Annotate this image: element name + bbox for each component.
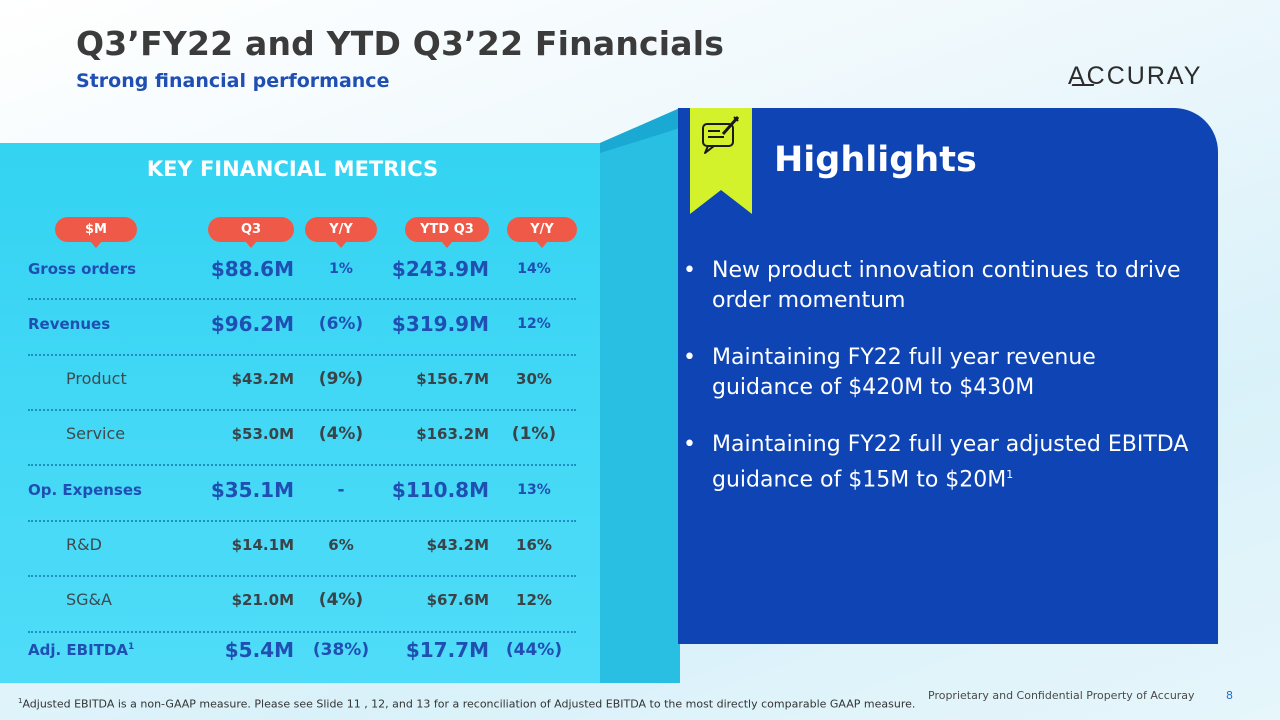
q3-value: $21.0M [231, 591, 294, 609]
q3-yy-value: (4%) [318, 424, 364, 444]
footnote: 1Adjusted EBITDA is a non-GAAP measure. … [18, 697, 916, 711]
q3-value: $5.4M [224, 638, 294, 662]
row-label: Gross orders [28, 260, 137, 278]
q3-value: $96.2M [210, 312, 294, 336]
q3-value: $35.1M [210, 478, 294, 502]
q3-yy-value: (6%) [318, 314, 364, 334]
table-row: Gross orders $88.6M 1% $243.9M 14% [0, 254, 600, 284]
metrics-heading: KEY FINANCIAL METRICS [146, 157, 439, 181]
highlights-title: Highlights [774, 140, 977, 180]
table-row: Op. Expenses $35.1M - $110.8M 13% [0, 475, 600, 505]
panel-bevel-shape [600, 108, 680, 683]
col-header-units: $M [55, 217, 137, 248]
ytd-value: $17.7M [405, 638, 489, 662]
ytd-value: $110.8M [391, 478, 489, 502]
row-divider [28, 464, 576, 466]
ytd-yy-value: 30% [516, 370, 552, 388]
ytd-value: $156.7M [416, 370, 489, 388]
q3-yy-value: (4%) [318, 590, 364, 610]
ytd-value: $43.2M [426, 536, 489, 554]
ytd-yy-value: (44%) [505, 640, 563, 660]
notepad-pencil-icon [690, 108, 752, 214]
ytd-yy-value: 12% [516, 591, 552, 609]
ytd-yy-value: 16% [516, 536, 552, 554]
bullet-icon: • [683, 432, 696, 457]
logo-swoosh-icon [1071, 84, 1095, 86]
bullet-icon: • [683, 345, 696, 370]
col-header-ytd-yy: Y/Y [507, 217, 577, 248]
q3-value: $14.1M [231, 536, 294, 554]
q3-value: $88.6M [210, 257, 294, 281]
list-item: • Maintaining FY22 full year adjusted EBI… [683, 432, 1189, 493]
ytd-yy-value: 12% [517, 316, 551, 332]
row-label: Service [66, 424, 126, 443]
row-label: Adj. EBITDA1 [28, 641, 135, 659]
row-divider [28, 409, 576, 411]
q3-value: $43.2M [231, 370, 294, 388]
table-row: Product $43.2M (9%) $156.7M 30% [0, 364, 600, 394]
table-row: Service $53.0M (4%) $163.2M (1%) [0, 419, 600, 449]
row-label: SG&A [66, 590, 112, 609]
table-row: Revenues $96.2M (6%) $319.9M 12% [0, 309, 600, 339]
ytd-value: $243.9M [391, 257, 489, 281]
highlights-list: • New product innovation continues to dri… [683, 256, 1203, 522]
bullet-icon: • [683, 258, 696, 283]
col-header-q3: Q3 [208, 217, 294, 248]
highlights-panel [678, 108, 1218, 644]
q3-yy-value: 6% [328, 536, 354, 554]
q3-yy-value: 1% [329, 261, 353, 277]
slide-subtitle: Strong financial performance [76, 70, 390, 92]
ytd-value: $319.9M [391, 312, 489, 336]
ytd-yy-value: 13% [517, 482, 551, 498]
col-header-q3-yy: Y/Y [305, 217, 377, 248]
list-item: • New product innovation continues to dri… [683, 258, 1181, 313]
row-label: R&D [66, 535, 102, 554]
row-divider [28, 575, 576, 577]
page-number: 8 [1226, 689, 1233, 702]
ytd-value: $67.6M [426, 591, 489, 609]
list-item: • Maintaining FY22 full year revenue guid… [683, 345, 1096, 400]
table-row: Adj. EBITDA1 $5.4M (38%) $17.7M (44%) [0, 635, 600, 665]
q3-value: $53.0M [231, 425, 294, 443]
ytd-yy-value: 14% [517, 261, 551, 277]
row-divider [28, 298, 576, 300]
q3-yy-value: (38%) [312, 640, 370, 660]
table-row: SG&A $21.0M (4%) $67.6M 12% [0, 585, 600, 615]
row-divider [28, 354, 576, 356]
accuray-logo: ACCURAY [1068, 62, 1203, 90]
row-label: Revenues [28, 315, 111, 333]
ytd-value: $163.2M [416, 425, 489, 443]
row-label: Op. Expenses [28, 481, 142, 499]
col-header-ytd-q3: YTD Q3 [405, 217, 489, 248]
row-divider [28, 631, 576, 633]
slide-title: Q3’FY22 and YTD Q3’22 Financials [76, 24, 725, 63]
row-divider [28, 520, 576, 522]
q3-yy-value: - [337, 480, 345, 500]
table-row: R&D $14.1M 6% $43.2M 16% [0, 530, 600, 560]
row-label: Product [66, 369, 127, 388]
ytd-yy-value: (1%) [511, 424, 557, 444]
q3-yy-value: (9%) [318, 369, 364, 389]
confidential-notice: Proprietary and Confidential Property of… [928, 689, 1195, 702]
